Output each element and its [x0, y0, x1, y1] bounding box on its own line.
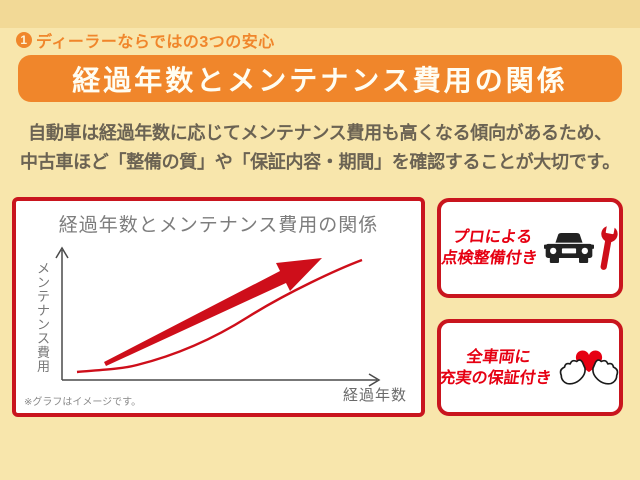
feature-warranty-icons [558, 344, 620, 392]
y-axis-arrow-icon [55, 246, 69, 259]
cost-curve [76, 258, 363, 374]
number-badge-icon: 1 [16, 32, 32, 48]
feature-inspection-line-2: 点検整備付き [439, 250, 539, 267]
x-axis-label: 経過年数 [342, 387, 407, 404]
chart-title: 経過年数とメンテナンス費用の関係 [58, 215, 379, 236]
trend-arrow-icon [104, 258, 322, 366]
banner-title: 経過年数とメンテナンス費用の関係 [72, 64, 568, 96]
chart-panel: 経過年数とメンテナンス費用の関係 メンテナンス費用 経過年数 ※グラフはイメージ… [12, 197, 425, 417]
chart-note: ※グラフはイメージです。 [24, 397, 142, 408]
wrench-icon [600, 224, 618, 270]
section-header: 1 ディーラーならではの3つの安心 [16, 30, 275, 51]
section-header-label: ディーラーならではの3つの安心 [36, 34, 275, 51]
hands-heart-icon [559, 350, 618, 385]
x-axis-arrow-icon [368, 373, 381, 387]
top-strip [0, 0, 640, 28]
feature-inspection-icons [543, 224, 618, 272]
intro-text: 自動車は経過年数に応じてメンテナンス費用も高くなる傾向があるため、 中古車ほど「… [0, 119, 640, 177]
feature-warranty-label: 全車両に 充実の保証付き [438, 347, 556, 389]
feature-inspection-line-1: プロによる [451, 229, 533, 246]
feature-warranty-line-2: 充実の保証付き [437, 369, 553, 387]
intro-line-1: 自動車は経過年数に応じてメンテナンス費用も高くなる傾向があるため、 [28, 123, 612, 143]
feature-box-inspection: プロによる 点検整備付き [437, 198, 623, 298]
car-icon [543, 233, 594, 263]
feature-inspection-label: プロによる 点検整備付き [440, 227, 542, 269]
feature-warranty-line-1: 全車両に [464, 348, 532, 366]
feature-box-warranty: 全車両に 充実の保証付き [437, 319, 623, 416]
line-chart [55, 246, 381, 387]
y-axis-label: メンテナンス費用 [36, 261, 50, 374]
title-banner: 経過年数とメンテナンス費用の関係 [18, 55, 622, 102]
intro-line-2: 中古車ほど「整備の質」や「保証内容・期間」を確認することが大切です。 [20, 152, 620, 172]
